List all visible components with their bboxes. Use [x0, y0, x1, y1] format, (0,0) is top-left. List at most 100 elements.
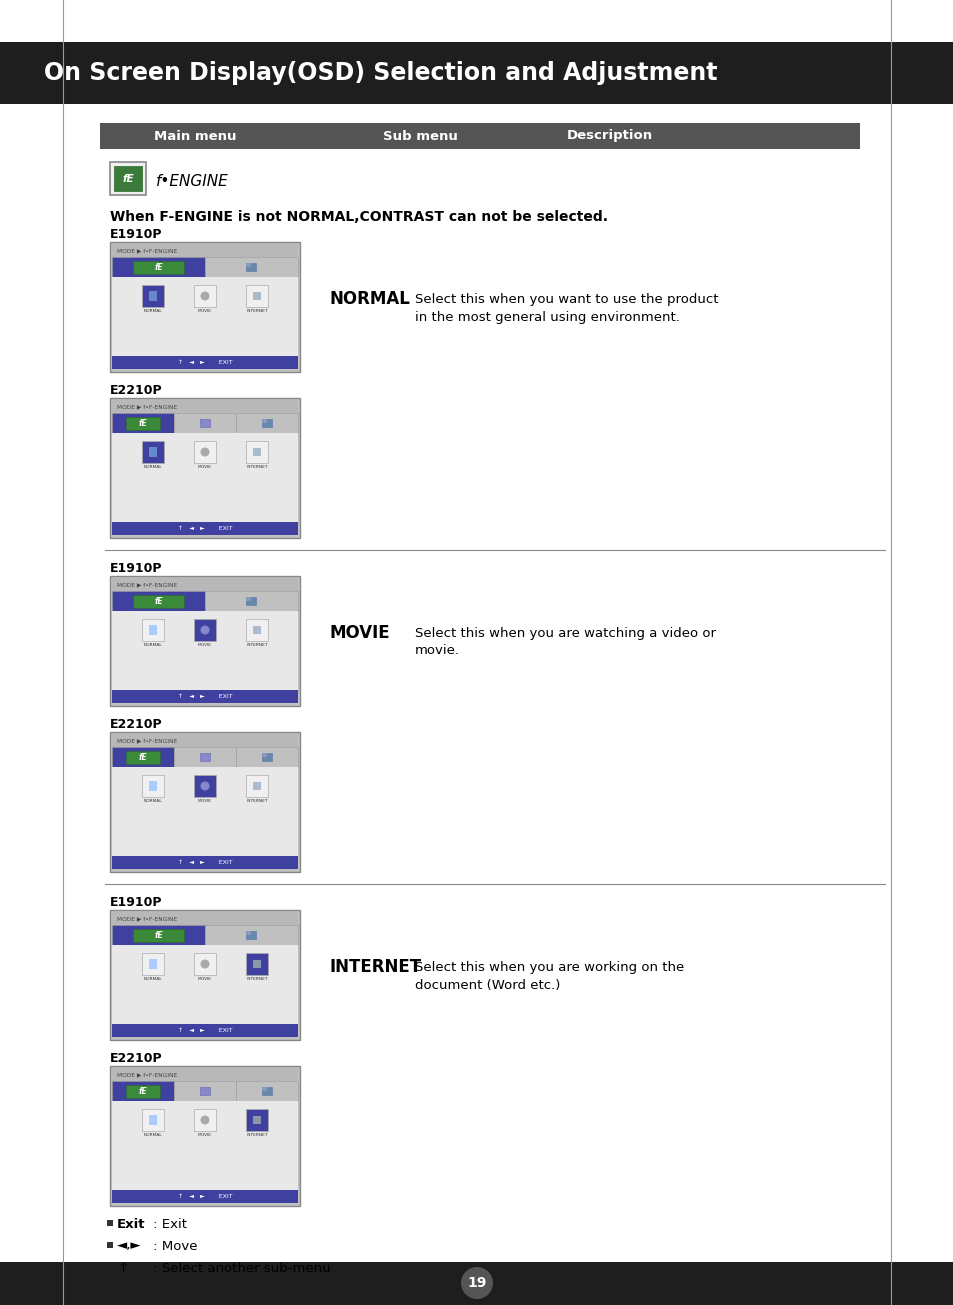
Text: : Move: : Move [149, 1240, 197, 1253]
Text: MOVIE: MOVIE [198, 643, 212, 647]
Text: fE: fE [138, 419, 147, 428]
Bar [110, 910, 299, 1040]
Bar [112, 1101, 297, 1190]
Text: Sub menu: Sub menu [382, 129, 456, 142]
Bar [149, 625, 157, 636]
Bar [112, 591, 205, 611]
Bar [110, 576, 299, 706]
Bar [205, 591, 297, 611]
Bar [173, 412, 235, 433]
Bar [193, 619, 215, 641]
Bar [112, 277, 297, 356]
Text: E2210P: E2210P [110, 1052, 162, 1065]
Bar [112, 690, 297, 703]
Bar [110, 732, 299, 872]
Text: MODE ▶ f•F-ENGINE: MODE ▶ f•F-ENGINE [117, 739, 177, 743]
Text: MOVIE: MOVIE [330, 624, 390, 642]
Bar [149, 291, 157, 301]
Bar [112, 945, 297, 1024]
Bar [142, 1109, 164, 1131]
Text: E2210P: E2210P [110, 718, 162, 731]
Bar [112, 433, 297, 522]
Bar [112, 925, 205, 945]
Text: NORMAL: NORMAL [330, 290, 411, 308]
Bar [107, 1265, 112, 1270]
Bar [246, 596, 256, 606]
Bar [262, 419, 267, 423]
Text: MOVIE: MOVIE [198, 466, 212, 470]
Text: MODE ▶ f•F-ENGINE: MODE ▶ f•F-ENGINE [117, 405, 177, 408]
Text: fE: fE [122, 174, 133, 184]
Bar [246, 284, 268, 307]
Bar [110, 162, 146, 194]
Text: E2210P: E2210P [110, 384, 162, 397]
Text: Select this when you are working on the: Select this when you are working on the [415, 960, 683, 974]
Text: MODE ▶ f•F-ENGINE: MODE ▶ f•F-ENGINE [117, 916, 177, 921]
Bar [112, 1024, 297, 1037]
Bar [246, 596, 252, 602]
Bar [246, 264, 252, 268]
Text: On Screen Display(OSD) Selection and Adjustment: On Screen Display(OSD) Selection and Adj… [44, 61, 717, 85]
Text: INTERNET: INTERNET [246, 800, 268, 804]
Text: ↑   ◄   ►       EXIT: ↑ ◄ ► EXIT [177, 694, 233, 699]
Text: ↑: ↑ [117, 1262, 128, 1275]
Bar [142, 775, 164, 797]
Text: Main menu: Main menu [153, 129, 236, 142]
Circle shape [200, 959, 210, 968]
Text: ↑   ◄   ►       EXIT: ↑ ◄ ► EXIT [177, 860, 233, 865]
Bar [262, 1087, 267, 1091]
Bar [142, 284, 164, 307]
Text: fE: fE [154, 262, 163, 271]
Circle shape [200, 782, 210, 791]
Circle shape [200, 291, 210, 300]
Text: E1910P: E1910P [110, 562, 162, 576]
Text: fE: fE [154, 930, 163, 940]
Text: in the most general using environment.: in the most general using environment. [415, 311, 679, 324]
Bar [112, 1190, 297, 1203]
Text: MOVIE: MOVIE [198, 309, 212, 313]
Bar [235, 1081, 297, 1101]
Bar [126, 416, 160, 429]
Bar [253, 292, 261, 300]
Circle shape [200, 625, 210, 634]
Text: NORMAL: NORMAL [144, 643, 162, 647]
Bar [112, 578, 297, 591]
Bar [200, 1087, 210, 1095]
Bar [193, 1109, 215, 1131]
Bar [112, 257, 205, 277]
Text: INTERNET: INTERNET [246, 643, 268, 647]
Bar [112, 856, 297, 869]
Bar [253, 626, 261, 634]
Text: fE: fE [138, 1087, 147, 1095]
Bar [200, 419, 210, 427]
Bar [112, 611, 297, 690]
Text: 19: 19 [467, 1276, 486, 1291]
Text: Description: Description [566, 129, 653, 142]
Bar [112, 356, 297, 369]
Text: : Exit: : Exit [149, 1218, 187, 1231]
Bar [142, 441, 164, 463]
Bar [253, 448, 261, 455]
Text: NORMAL: NORMAL [144, 1134, 162, 1138]
Text: ↑   ◄   ►       EXIT: ↑ ◄ ► EXIT [177, 1194, 233, 1199]
Bar [262, 419, 272, 427]
Text: E1910P: E1910P [110, 228, 162, 241]
Text: INTERNET: INTERNET [246, 1134, 268, 1138]
Bar [253, 960, 261, 968]
Text: ◄,►: ◄,► [117, 1240, 141, 1253]
Bar [112, 401, 297, 412]
Bar [112, 412, 173, 433]
Bar [200, 753, 210, 761]
Bar [246, 930, 252, 934]
Text: INTERNET: INTERNET [246, 309, 268, 313]
Bar [173, 1081, 235, 1101]
Text: INTERNET: INTERNET [246, 466, 268, 470]
Bar [235, 412, 297, 433]
Bar [126, 1084, 160, 1098]
Text: fE: fE [138, 753, 147, 762]
Bar [112, 912, 297, 925]
Text: NORMAL: NORMAL [144, 800, 162, 804]
Text: INTERNET: INTERNET [330, 958, 421, 976]
Text: MODE ▶ f•F-ENGINE: MODE ▶ f•F-ENGINE [117, 1071, 177, 1077]
Circle shape [200, 1116, 210, 1125]
